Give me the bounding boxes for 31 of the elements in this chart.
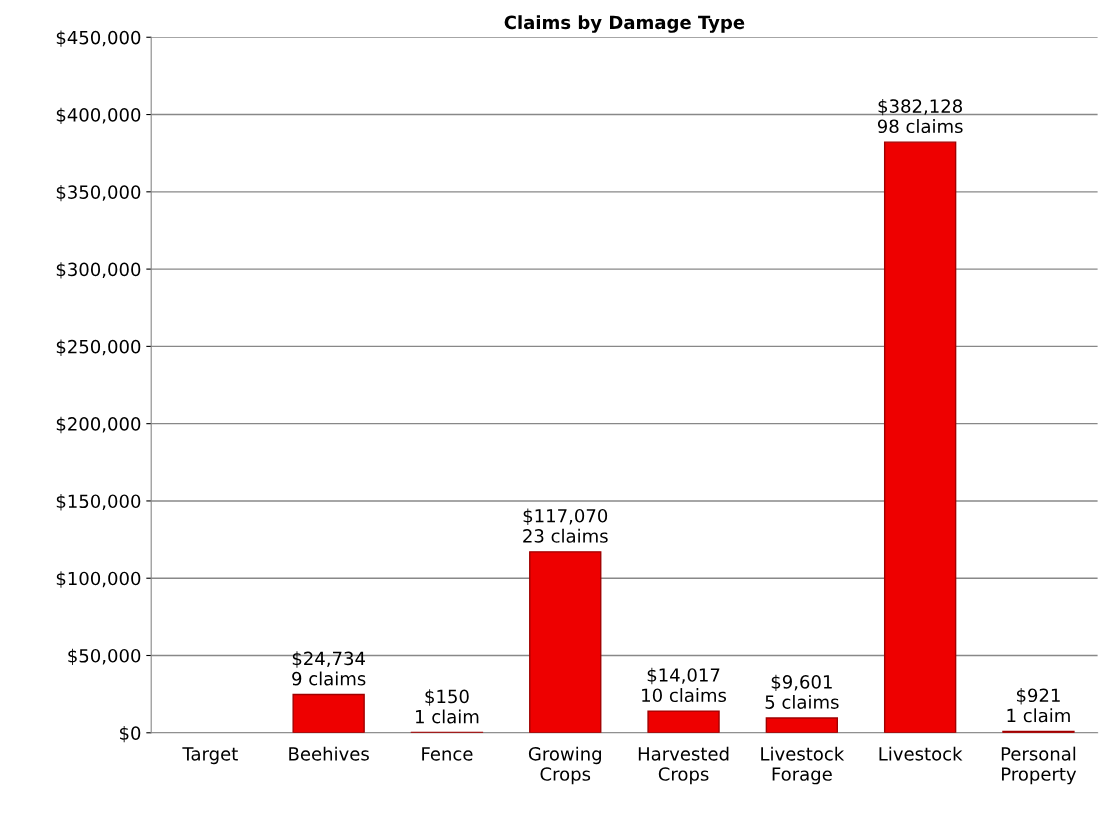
data-label: $382,128 98 claims [877,98,963,134]
x-tick-label: Livestock [879,746,963,761]
bar [292,693,365,733]
x-tick-label: Target [182,747,238,765]
y-tick-label: $250,000 [56,339,141,356]
y-tick-label: $300,000 [56,262,141,279]
x-tick-label: Fence [422,747,473,761]
y-tick-label: $50,000 [68,648,141,666]
bar [883,141,957,733]
data-label: $921 1 claim [1007,688,1070,723]
bar [647,710,720,733]
data-label: $14,017 10 claims [642,667,727,703]
data-label: $24,734 9 claims [292,651,366,686]
x-tick-label: Beehives [289,746,369,761]
y-tick-label: $0 [120,725,141,743]
bar [529,551,602,733]
y-tick-label: $150,000 [56,494,141,511]
y-tick-label: $400,000 [56,107,141,125]
x-tick-label: Personal Property [1001,746,1077,785]
y-tick-label: $350,000 [56,184,141,202]
x-tick-label: Growing Crops [528,746,601,785]
chart-title: Claims by Damage Type [504,15,745,33]
y-tick-label: $450,000 [56,30,141,47]
bar [765,717,839,733]
x-tick-label: Livestock Forage [761,746,845,785]
x-tick-label: Harvested Crops [638,746,729,785]
y-tick-label: $200,000 [56,416,141,434]
data-label: $150 1 claim [416,689,479,724]
data-label: $117,070 23 claims [523,508,608,543]
y-tick-label: $100,000 [56,571,141,588]
data-label: $9,601 5 claims [765,674,839,709]
